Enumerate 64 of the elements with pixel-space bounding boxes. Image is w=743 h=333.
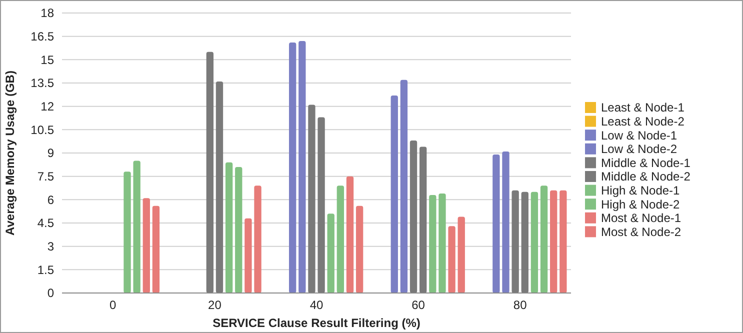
bar xyxy=(419,146,427,293)
y-tick-label: 15 xyxy=(40,52,54,67)
legend-label: Most & Node-2 xyxy=(601,224,682,239)
y-tick-label: 0 xyxy=(47,286,54,300)
bar xyxy=(530,192,538,293)
y-tick-label: 1.5 xyxy=(37,262,54,277)
bar xyxy=(244,218,252,293)
x-tick-label: 0 xyxy=(110,298,117,312)
bar xyxy=(152,206,160,293)
bar xyxy=(235,167,242,293)
bar xyxy=(410,140,418,293)
bar xyxy=(390,95,398,293)
bar xyxy=(327,214,334,293)
bar xyxy=(438,193,446,293)
bar xyxy=(216,81,224,293)
legend-label: Most & Node-1 xyxy=(601,211,682,226)
x-tick-label: 40 xyxy=(310,298,324,312)
bar xyxy=(133,160,140,293)
y-tick-label: 13.5 xyxy=(30,76,54,90)
bar xyxy=(346,176,354,293)
bar xyxy=(254,186,262,293)
bar xyxy=(512,190,519,293)
legend-label: High & Node-1 xyxy=(601,184,680,198)
bar xyxy=(458,216,465,293)
y-tick-label: 4.5 xyxy=(37,216,54,230)
y-tick-label: 3 xyxy=(47,240,54,254)
bar xyxy=(400,80,408,293)
bar xyxy=(206,52,214,293)
legend-label: High & Node-2 xyxy=(601,197,680,212)
x-tick-label: 80 xyxy=(513,298,528,312)
bar xyxy=(142,198,150,293)
bar xyxy=(550,190,558,293)
y-tick-label: 9 xyxy=(47,146,54,160)
y-tick-label: 6 xyxy=(47,192,54,207)
bar xyxy=(225,162,233,293)
bar xyxy=(318,117,325,293)
legend-label: Least & Node-1 xyxy=(601,100,685,115)
bar xyxy=(356,206,364,293)
legend-label: Least & Node-2 xyxy=(601,114,685,128)
bar xyxy=(560,190,567,293)
bar xyxy=(502,151,510,293)
bar xyxy=(429,195,436,293)
y-tick-label: 16.5 xyxy=(30,30,54,44)
bar xyxy=(308,104,316,293)
bar xyxy=(298,41,306,293)
bar xyxy=(492,154,500,293)
y-tick-label: 12 xyxy=(40,100,54,114)
y-tick-label: 18 xyxy=(40,6,54,20)
bar xyxy=(540,186,548,293)
y-tick-label: 10.5 xyxy=(30,122,54,137)
x-axis-title: SERVICE Clause Result Filtering (%) xyxy=(212,316,420,330)
legend-label: Middle & Node-2 xyxy=(601,170,691,184)
bar xyxy=(124,172,131,293)
legend-label: Middle & Node-1 xyxy=(601,156,691,170)
y-tick-label: 7.5 xyxy=(37,170,54,184)
legend-label: Low & Node-2 xyxy=(601,142,678,156)
bar xyxy=(448,226,456,293)
x-tick-label: 60 xyxy=(412,298,426,312)
bar xyxy=(336,186,344,293)
legend-label: Low & Node-1 xyxy=(601,128,678,142)
y-axis-title: Average Memory Usage (GB) xyxy=(3,70,17,236)
bar xyxy=(521,192,528,293)
bar xyxy=(288,42,296,293)
x-tick-label: 20 xyxy=(208,298,222,312)
